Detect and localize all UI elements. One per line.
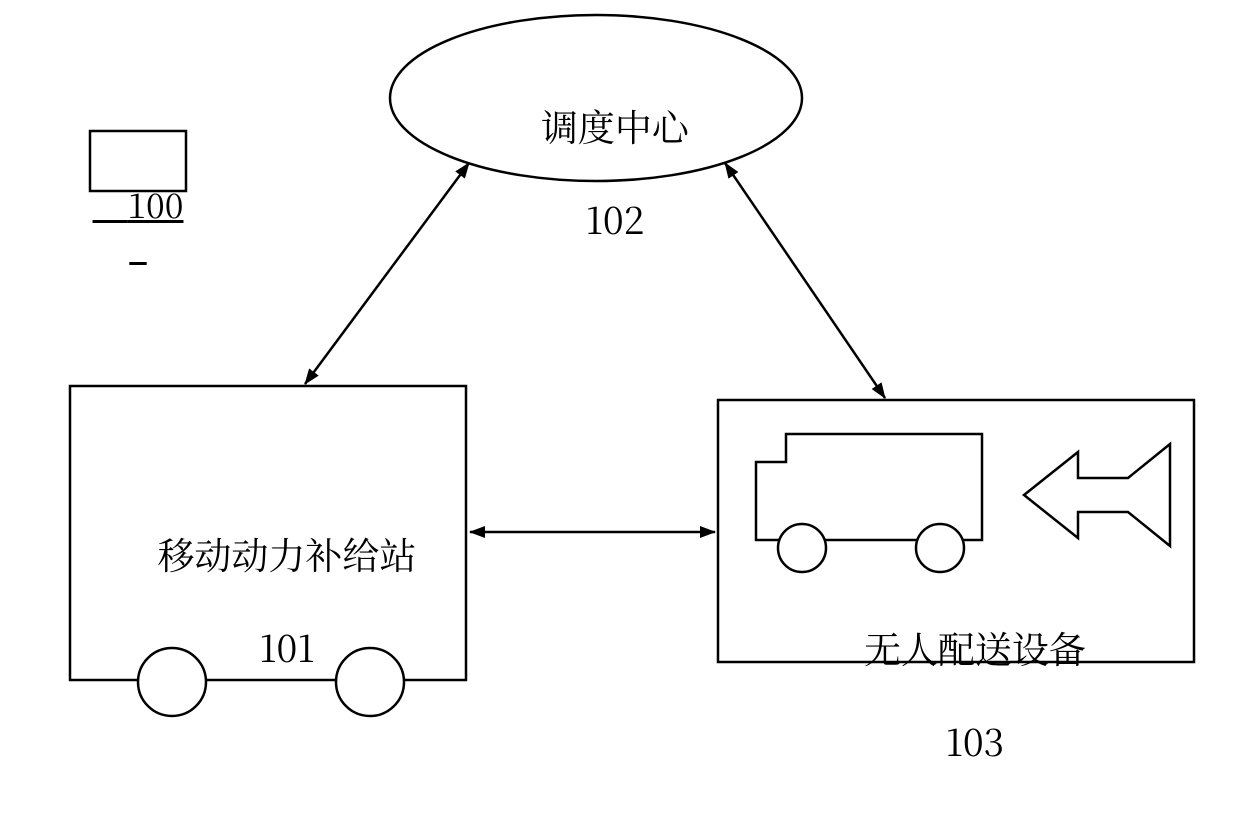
diagram-canvas: 100 调度中心 102 移动动力补给站 101 无人配送设备 103: [0, 0, 1240, 736]
dispatch-center-label: 调度中心 102: [396, 56, 796, 287]
vehicle-wheel-icon: [916, 524, 964, 572]
vehicle-wheel-icon: [778, 524, 826, 572]
delivery-device-label: 无人配送设备 103: [718, 578, 1194, 809]
direction-arrow-icon: [1024, 444, 1170, 546]
system-id-label: 100: [90, 140, 186, 268]
system-id-text: 100: [127, 179, 183, 228]
supply-station-title: 移动动力补给站: [157, 526, 416, 580]
dispatch-center-id: 102: [586, 191, 645, 245]
delivery-device-title: 无人配送设备: [864, 620, 1086, 674]
dispatch-center-title: 调度中心: [541, 98, 689, 152]
supply-station-label: 移动动力补给站 101: [70, 484, 466, 715]
supply-station-id: 101: [259, 619, 314, 673]
delivery-device-id: 103: [946, 713, 1005, 767]
